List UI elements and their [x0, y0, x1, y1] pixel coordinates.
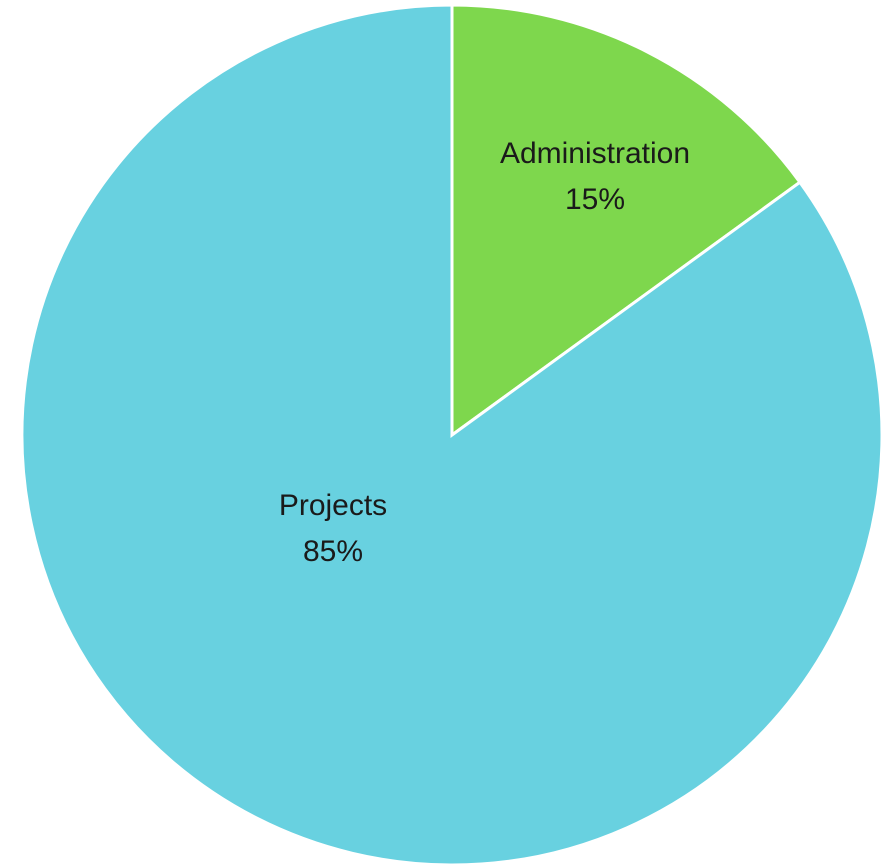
pie-labels: Administration 15% Projects 85%	[279, 137, 690, 568]
slice-label-administration: Administration	[500, 137, 690, 170]
slice-value-projects: 85%	[303, 535, 363, 568]
slice-label-projects: Projects	[279, 489, 387, 522]
pie-slice-administration	[450, 3, 802, 438]
pie-slice-projects	[20, 3, 884, 864]
slice-value-administration: 15%	[565, 183, 625, 216]
pie-slices	[20, 3, 884, 864]
